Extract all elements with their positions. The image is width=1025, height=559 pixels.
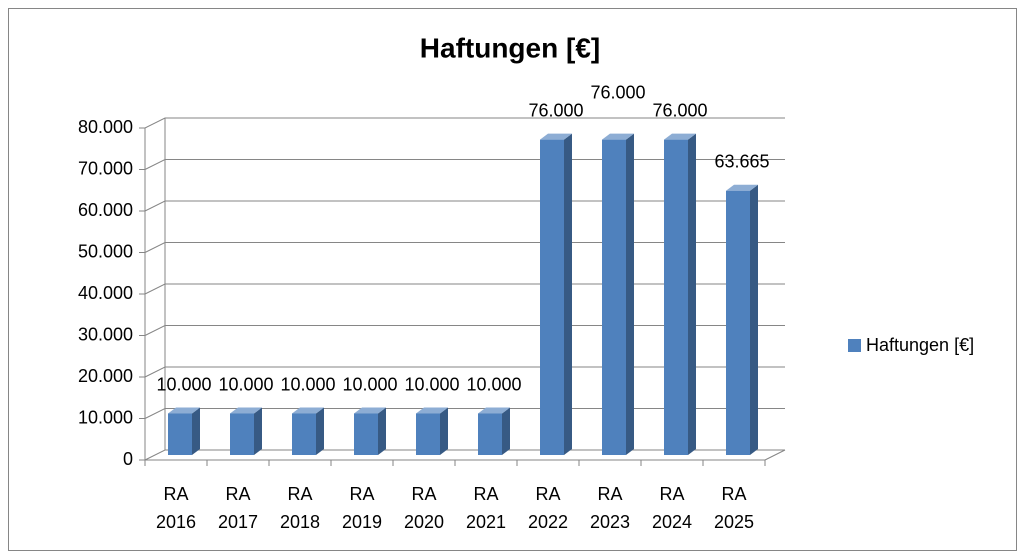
bar-side — [564, 133, 572, 455]
grid-line — [144, 408, 785, 419]
value-label: 76.000 — [590, 82, 645, 102]
value-label: 10.000 — [466, 374, 521, 394]
y-tick-label: 0 — [123, 449, 133, 469]
bar-front — [416, 413, 440, 455]
bar — [726, 184, 758, 455]
bar-side — [378, 407, 386, 455]
bar — [478, 407, 510, 455]
bar — [230, 407, 262, 455]
grid-line — [144, 242, 785, 253]
floor-right — [764, 449, 786, 461]
grid-line — [144, 200, 785, 212]
bar — [292, 407, 324, 455]
x-tick-label: RA 2018 — [279, 484, 321, 532]
y-tick-label: 30.000 — [78, 324, 133, 344]
bar-side — [316, 407, 324, 455]
bar — [416, 407, 448, 455]
bar-front — [664, 139, 688, 455]
bar-top — [168, 407, 200, 414]
bar-top — [354, 407, 386, 414]
bar-side — [192, 407, 200, 455]
y-tick-label: 20.000 — [78, 366, 133, 386]
value-label: 76.000 — [652, 100, 707, 120]
bar-front — [168, 413, 192, 455]
grid-line — [144, 449, 785, 461]
value-label: 76.000 — [528, 100, 583, 120]
bar-top — [540, 133, 572, 140]
y-tick-label: 60.000 — [78, 200, 133, 220]
chart-title: Haftungen [€] — [420, 32, 600, 63]
y-tick-label: 50.000 — [78, 241, 133, 261]
grid-line — [144, 117, 785, 129]
bar-top — [416, 407, 448, 414]
value-label: 10.000 — [280, 374, 335, 394]
bar-front — [230, 413, 254, 455]
x-tick-label: RA 2024 — [651, 484, 693, 532]
y-tick-label: 70.000 — [78, 158, 133, 178]
x-tick-label: RA 2017 — [217, 484, 259, 532]
bar-top — [230, 407, 262, 414]
grid-line — [144, 159, 785, 170]
bar — [602, 133, 634, 455]
grid-line — [144, 366, 785, 378]
x-tick-label: RA 2022 — [527, 484, 569, 532]
bar-top — [726, 184, 758, 191]
x-tick-label: RA 2020 — [403, 484, 445, 532]
bar-front — [540, 139, 564, 455]
y-tick-label: 80.000 — [78, 117, 133, 137]
x-tick-label: RA 2025 — [713, 484, 755, 532]
bar-top — [292, 407, 324, 414]
bar-side — [440, 407, 448, 455]
bar-front — [602, 139, 626, 455]
bar-side — [502, 407, 510, 455]
x-tick-label: RA 2023 — [589, 484, 631, 532]
bar-side — [750, 184, 758, 455]
x-tick-label: RA 2021 — [465, 484, 507, 532]
value-label: 10.000 — [342, 374, 397, 394]
bar — [540, 133, 572, 455]
legend-swatch — [848, 339, 861, 352]
bar-side — [688, 133, 696, 455]
bar-front — [292, 413, 316, 455]
bar-top — [602, 133, 634, 140]
bar-front — [726, 190, 750, 455]
bar — [168, 407, 200, 455]
value-label: 10.000 — [156, 374, 211, 394]
value-label: 10.000 — [404, 374, 459, 394]
bar-side — [626, 133, 634, 455]
grid-line — [144, 325, 785, 336]
x-tick-label: RA 2016 — [155, 484, 197, 532]
bar-top — [664, 133, 696, 140]
grid-line — [144, 283, 785, 295]
legend-label: Haftungen [€] — [866, 335, 974, 355]
y-tick-label: 40.000 — [78, 283, 133, 303]
x-tick-label: RA 2019 — [341, 484, 383, 532]
bar — [354, 407, 386, 455]
bar-front — [478, 413, 502, 455]
y-tick-label: 10.000 — [78, 407, 133, 427]
bar — [664, 133, 696, 455]
chart-border — [8, 8, 1017, 551]
bar-front — [354, 413, 378, 455]
bar-top — [478, 407, 510, 414]
value-label: 10.000 — [218, 374, 273, 394]
value-label: 63.665 — [714, 152, 769, 172]
bar-side — [254, 407, 262, 455]
